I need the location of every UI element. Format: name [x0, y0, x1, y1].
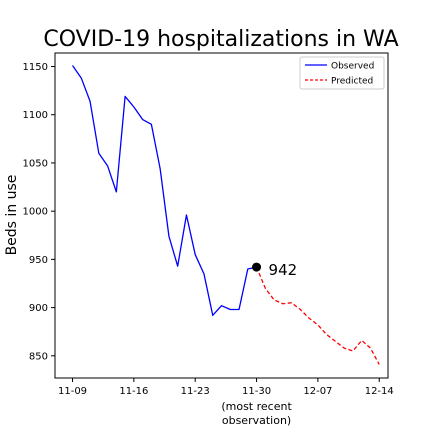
x-tick-label: 11-16	[119, 386, 148, 397]
x-tick-label: 12-14	[365, 386, 394, 397]
chart-title: COVID-19 hospitalizations in WA	[43, 27, 398, 52]
x-tick-label: 11-23	[181, 386, 210, 397]
x-tick-label: 11-30	[242, 386, 271, 397]
legend-observed-label: Observed	[331, 62, 374, 72]
series-line-observed	[71, 65, 257, 316]
x-tick-label: 11-09	[58, 386, 87, 397]
y-tick-label: 950	[29, 255, 48, 266]
y-tick-label: 850	[29, 351, 48, 362]
plot-frame	[54, 52, 389, 379]
x-tick-annotation: observation)	[222, 414, 291, 427]
y-tick-label: 1100	[23, 110, 48, 121]
x-tick-label: 12-07	[303, 386, 332, 397]
y-tick-label: 900	[29, 303, 48, 314]
latest-observation-marker	[252, 262, 262, 272]
y-axis-label: Beds in use	[4, 175, 20, 256]
series-line-predicted	[255, 266, 380, 365]
plot-area: 850 900 950 1000 1050 1100 1150 11-09 11-16 11-23…	[23, 52, 394, 427]
x-tick-annotation: (most recent	[221, 400, 292, 413]
y-tick-label: 1000	[23, 207, 48, 218]
latest-observation-value: 942	[269, 261, 298, 279]
y-tick-label: 1050	[23, 158, 48, 169]
legend-predicted-label: Predicted	[331, 77, 373, 87]
y-tick-label: 1150	[23, 62, 48, 73]
legend: Observed Predicted	[299, 56, 385, 90]
